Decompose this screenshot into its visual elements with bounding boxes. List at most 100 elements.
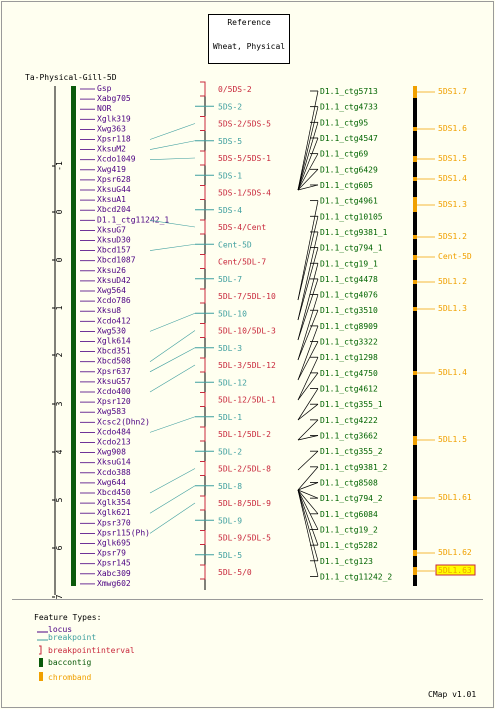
locus-label[interactable]: Xpsr370 bbox=[97, 518, 131, 527]
breakpoint-label[interactable]: 5DL-8 bbox=[218, 482, 242, 491]
contig-label[interactable]: D1.1_ctg4222 bbox=[320, 416, 378, 425]
contig-label[interactable]: D1.1_ctg6429 bbox=[320, 165, 378, 174]
interval-label[interactable]: Cent/5DL-7 bbox=[218, 258, 266, 267]
locus-label[interactable]: Xwg419 bbox=[97, 165, 126, 174]
chromband-label[interactable]: 5DS1.4 bbox=[438, 174, 467, 183]
chromband-label[interactable]: 5DS1.7 bbox=[438, 87, 467, 96]
contig-label[interactable]: D1.1_ctg9381_2 bbox=[320, 463, 388, 472]
locus-label[interactable]: Xcdo213 bbox=[97, 438, 131, 447]
chromband-label[interactable]: Cent-5D bbox=[438, 252, 472, 261]
breakpoint-label[interactable]: 5DL-10 bbox=[218, 309, 247, 318]
locus-label[interactable]: Xglk354 bbox=[97, 498, 131, 507]
breakpoint-label[interactable]: 5DL-12 bbox=[218, 378, 247, 387]
chromband-label[interactable]: 5DS1.6 bbox=[438, 124, 467, 133]
locus-label[interactable]: Xwg564 bbox=[97, 286, 126, 295]
locus-label[interactable]: Xglk621 bbox=[97, 508, 131, 517]
interval-label[interactable]: 5DS-2/5DS-5 bbox=[218, 120, 271, 129]
interval-label[interactable]: 5DS-4/Cent bbox=[218, 223, 266, 232]
interval-label[interactable]: 5DL-7/5DL-10 bbox=[218, 292, 276, 301]
contig-label[interactable]: D1.1_ctg11242_2 bbox=[320, 572, 392, 581]
locus-label[interactable]: Xbcd351 bbox=[97, 347, 131, 356]
interval-label[interactable]: 5DL-2/5DL-8 bbox=[218, 465, 271, 474]
locus-label[interactable]: Xcsc2(Dhn2) bbox=[97, 417, 150, 426]
contig-label[interactable]: D1.1_ctg4076 bbox=[320, 291, 378, 300]
interval-label[interactable]: 5DL-8/5DL-9 bbox=[218, 499, 271, 508]
chromband-label[interactable]: 5DS1.5 bbox=[438, 154, 467, 163]
locus-label[interactable]: Xcdo400 bbox=[97, 387, 131, 396]
interval-label[interactable]: 5DL-9/5DL-5 bbox=[218, 534, 271, 543]
interval-label[interactable]: 5DL-12/5DL-1 bbox=[218, 396, 276, 405]
breakpoint-label[interactable]: 5DL-7 bbox=[218, 275, 242, 284]
locus-label[interactable]: Xpsr628 bbox=[97, 175, 131, 184]
locus-label[interactable]: Xcdo388 bbox=[97, 468, 131, 477]
contig-label[interactable]: D1.1_ctg9381_1 bbox=[320, 228, 388, 237]
contig-label[interactable]: D1.1_ctg355_1 bbox=[320, 400, 383, 409]
locus-label[interactable]: NOR bbox=[97, 104, 112, 113]
locus-label[interactable]: Xmwg602 bbox=[97, 579, 131, 588]
locus-label[interactable]: Xpsr79 bbox=[97, 549, 126, 558]
contig-label[interactable]: D1.1_ctg19_1 bbox=[320, 259, 378, 268]
interval-label[interactable]: 5DL-5/0 bbox=[218, 568, 252, 577]
locus-label[interactable]: Xksu26 bbox=[97, 266, 126, 275]
breakpoint-label[interactable]: 5DL-2 bbox=[218, 447, 242, 456]
chromband-label[interactable]: 5DL1.2 bbox=[438, 277, 467, 286]
locus-label[interactable]: Xpsr637 bbox=[97, 367, 131, 376]
locus-label[interactable]: XksuG7 bbox=[97, 225, 126, 234]
locus-label[interactable]: XksuM2 bbox=[97, 145, 126, 154]
locus-label[interactable]: Xpsr120 bbox=[97, 397, 131, 406]
locus-label[interactable]: Xbcd450 bbox=[97, 488, 131, 497]
contig-label[interactable]: D1.1_ctg4750 bbox=[320, 369, 378, 378]
locus-label[interactable]: Xbcd508 bbox=[97, 357, 131, 366]
contig-label[interactable]: D1.1_ctg794_2 bbox=[320, 494, 383, 503]
locus-label[interactable]: Xcdo786 bbox=[97, 296, 131, 305]
contig-label[interactable]: D1.1_ctg3662 bbox=[320, 432, 378, 441]
contig-label[interactable]: D1.1_ctg1298 bbox=[320, 353, 378, 362]
locus-label[interactable]: Xabc309 bbox=[97, 569, 131, 578]
locus-label[interactable]: Xabg705 bbox=[97, 94, 131, 103]
breakpoint-label[interactable]: 5DS-1 bbox=[218, 171, 242, 180]
locus-label[interactable]: Xcdo1049 bbox=[97, 155, 136, 164]
contig-label[interactable]: D1.1_ctg794_1 bbox=[320, 244, 383, 253]
locus-label[interactable]: XksuG14 bbox=[97, 458, 131, 467]
breakpoint-label[interactable]: 5DL-1 bbox=[218, 413, 242, 422]
chromband-label[interactable]: 5DS1.2 bbox=[438, 232, 467, 241]
baccontig-bar[interactable] bbox=[71, 86, 76, 586]
contig-label[interactable]: D1.1_ctg8909 bbox=[320, 322, 378, 331]
locus-label[interactable]: Xpsr145 bbox=[97, 559, 131, 568]
contig-label[interactable]: D1.1_ctg69 bbox=[320, 150, 368, 159]
contig-label[interactable]: D1.1_ctg3510 bbox=[320, 306, 378, 315]
chromband-label[interactable]: 5DL1.62 bbox=[438, 548, 472, 557]
breakpoint-label[interactable]: 5DS-5 bbox=[218, 137, 242, 146]
contig-label[interactable]: D1.1_ctg123 bbox=[320, 557, 373, 566]
locus-label[interactable]: Xwg644 bbox=[97, 478, 126, 487]
breakpoint-label[interactable]: 5DL-5 bbox=[218, 551, 242, 560]
contig-label[interactable]: D1.1_ctg4961 bbox=[320, 197, 378, 206]
interval-label[interactable]: 5DL-3/5DL-12 bbox=[218, 361, 276, 370]
locus-label[interactable]: Gsp bbox=[97, 84, 112, 93]
locus-label[interactable]: Xglk319 bbox=[97, 114, 131, 123]
contig-label[interactable]: D1.1_ctg4547 bbox=[320, 134, 378, 143]
contig-label[interactable]: D1.1_ctg3322 bbox=[320, 338, 378, 347]
locus-label[interactable]: XksuA1 bbox=[97, 195, 126, 204]
breakpoint-label[interactable]: 5DL-9 bbox=[218, 516, 242, 525]
interval-label[interactable]: 0/5DS-2 bbox=[218, 85, 252, 94]
contig-label[interactable]: D1.1_ctg19_2 bbox=[320, 525, 378, 534]
locus-label[interactable]: XksuG44 bbox=[97, 185, 131, 194]
interval-label[interactable]: 5DL-10/5DL-3 bbox=[218, 327, 276, 336]
locus-label[interactable]: XksuG57 bbox=[97, 377, 131, 386]
chromband-label[interactable]: 5DL1.5 bbox=[438, 435, 467, 444]
interval-label[interactable]: 5DL-1/5DL-2 bbox=[218, 430, 271, 439]
locus-label[interactable]: Xbcd1087 bbox=[97, 256, 136, 265]
locus-label[interactable]: Xpsr115(Ph) bbox=[97, 528, 150, 537]
contig-label[interactable]: D1.1_ctg4478 bbox=[320, 275, 378, 284]
contig-label[interactable]: D1.1_ctg5282 bbox=[320, 541, 378, 550]
interval-label[interactable]: 5DS-5/5DS-1 bbox=[218, 154, 271, 163]
chromband-label[interactable]: 5DS1.3 bbox=[438, 200, 467, 209]
locus-label[interactable]: Xbcd157 bbox=[97, 246, 131, 255]
locus-label[interactable]: Xglk614 bbox=[97, 337, 131, 346]
contig-label[interactable]: D1.1_ctg605 bbox=[320, 181, 373, 190]
locus-label[interactable]: XksuD30 bbox=[97, 236, 131, 245]
chromband-label[interactable]: 5DL1.63 bbox=[438, 566, 472, 575]
locus-label[interactable]: Xcdo412 bbox=[97, 316, 131, 325]
map-title[interactable]: Ta-Physical-Gill-5D bbox=[25, 73, 117, 82]
